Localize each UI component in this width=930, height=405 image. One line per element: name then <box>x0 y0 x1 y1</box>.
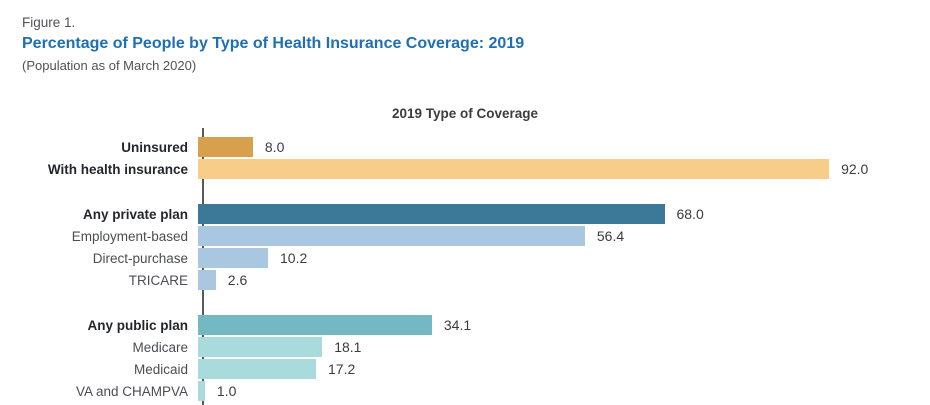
bar-row: VA and CHAMPVA 1.0 <box>0 380 930 402</box>
bar-value-label: 8.0 <box>264 139 285 155</box>
bar-row: With health insurance 92.0 <box>0 158 930 180</box>
bar-value-label: 56.4 <box>596 228 625 244</box>
category-label: Medicare <box>132 339 188 355</box>
bar-area: 56.4 <box>196 225 624 247</box>
bar-area: 8.0 <box>196 136 284 158</box>
bar-value-label: 2.6 <box>227 272 248 288</box>
category-label: Direct-purchase <box>92 250 188 266</box>
bar-area: 68.0 <box>196 203 704 225</box>
bar-area: 2.6 <box>196 269 247 291</box>
chart-title: 2019 Type of Coverage <box>391 106 539 121</box>
category-label: Medicaid <box>133 361 188 377</box>
bar-row: Medicaid 17.2 <box>0 358 930 380</box>
bar-area: 1.0 <box>196 380 236 402</box>
bar <box>198 248 268 268</box>
bar-value-label: 17.2 <box>328 361 356 377</box>
bar-row: Uninsured 8.0 <box>0 136 930 158</box>
bar-value-label: 18.1 <box>334 339 362 355</box>
bar-group-private-plans: Any private plan 68.0 Employment-based 56.4… <box>0 203 930 291</box>
bar-area: 17.2 <box>196 358 355 380</box>
figure-subtitle: (Population as of March 2020) <box>22 58 197 73</box>
bar-value-label: 34.1 <box>443 317 472 333</box>
bar <box>198 315 432 335</box>
bar-row: Direct-purchase 10.2 <box>0 247 930 269</box>
bar <box>198 226 585 246</box>
bar-value-label: 1.0 <box>216 383 237 399</box>
bar <box>198 337 323 357</box>
bar-row: Medicare 18.1 <box>0 336 930 358</box>
bar-chart: Uninsured 8.0 With health insurance 92.0 Any… <box>0 128 930 405</box>
figure-header: Figure 1. Percentage of People by Type o… <box>0 0 930 74</box>
bar-value-label: 68.0 <box>676 206 704 222</box>
bar-area: 10.2 <box>196 247 307 269</box>
category-label: VA and CHAMPVA <box>75 383 188 399</box>
category-label: Any public plan <box>87 317 188 333</box>
bar-group-coverage-status: Uninsured 8.0 With health insurance 92.0 <box>0 136 930 180</box>
figure-title: Percentage of People by Type of Health I… <box>22 35 525 52</box>
bar-row: TRICARE 2.6 <box>0 269 930 291</box>
bar <box>198 359 316 379</box>
category-label: Employment-based <box>71 228 188 244</box>
chart-rows: Uninsured 8.0 With health insurance 92.0 Any… <box>0 128 930 402</box>
bar-group-public-plans: Any public plan 34.1 Medicare 18.1 Medicaid 1… <box>0 314 930 402</box>
category-label: Any private plan <box>82 206 188 222</box>
bar-area: 18.1 <box>196 336 361 358</box>
bar-area: 92.0 <box>196 158 868 180</box>
bar-row: Employment-based 56.4 <box>0 225 930 247</box>
bar <box>198 204 665 224</box>
bar-row: Any private plan 68.0 <box>0 203 930 225</box>
bar-area: 34.1 <box>196 314 471 336</box>
category-label: With health insurance <box>47 161 188 177</box>
category-label: Uninsured <box>121 139 188 155</box>
category-label: TRICARE <box>128 272 188 288</box>
bar <box>198 159 830 179</box>
bar-row: Any public plan 34.1 <box>0 314 930 336</box>
figure-number: Figure 1. <box>22 15 76 30</box>
bar-value-label: 92.0 <box>841 161 869 177</box>
bar <box>198 137 253 157</box>
bar <box>198 270 216 290</box>
bar-value-label: 10.2 <box>280 250 308 266</box>
bar <box>198 381 205 401</box>
